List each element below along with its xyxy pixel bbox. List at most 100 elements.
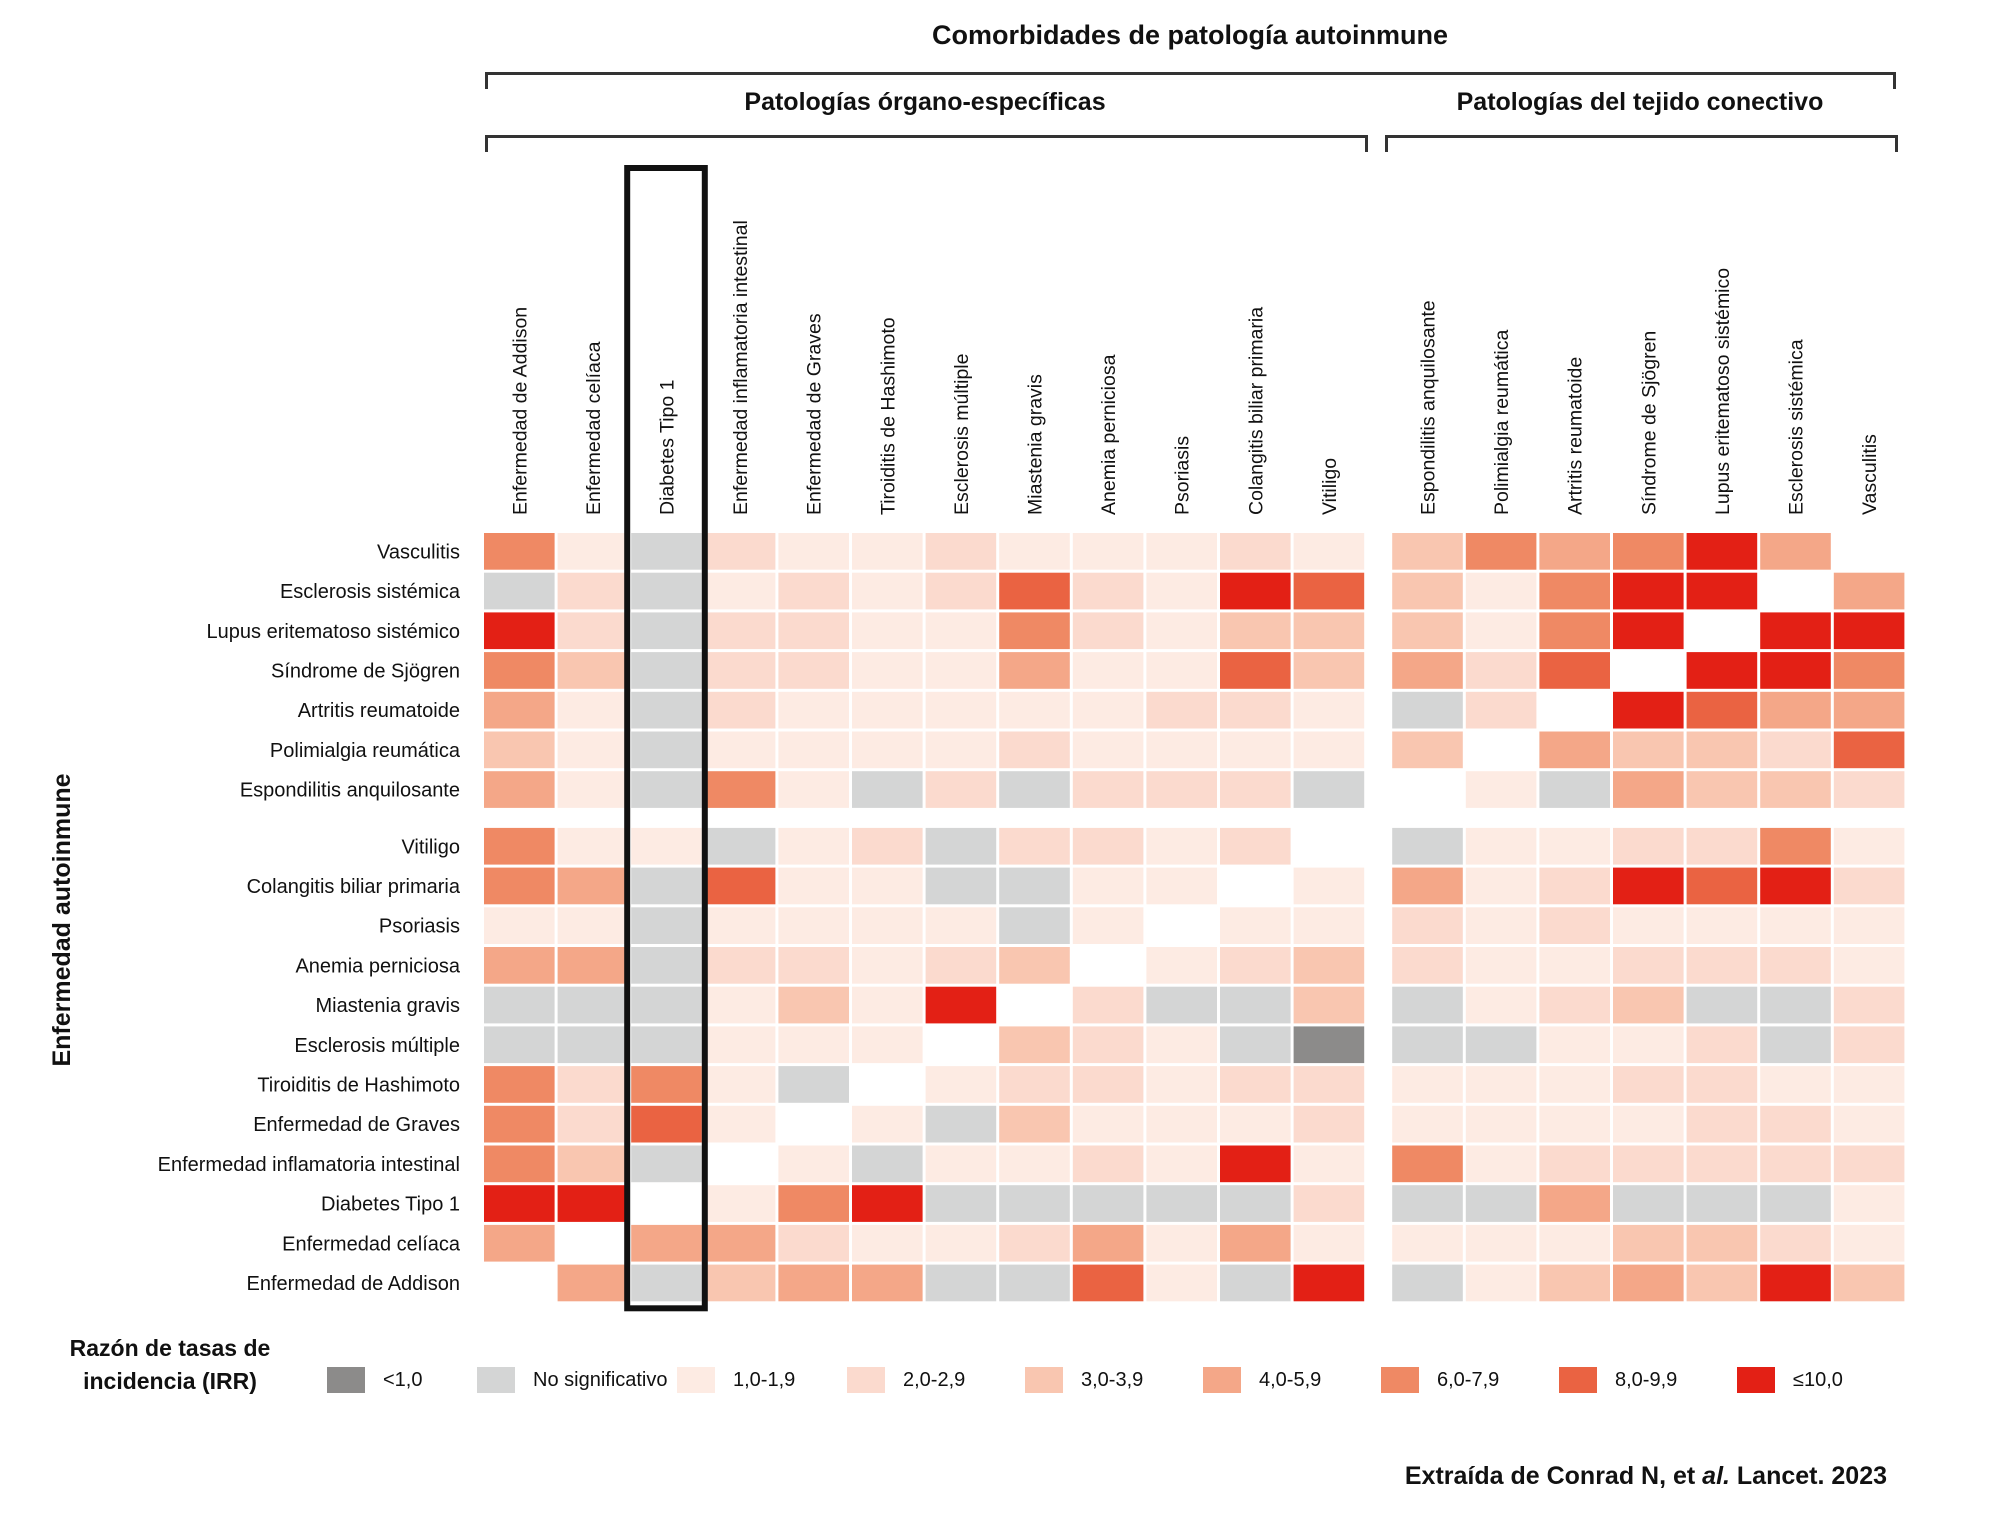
heatmap-cell bbox=[1220, 771, 1291, 808]
heatmap-cell bbox=[1293, 986, 1365, 1024]
heatmap-cell bbox=[631, 947, 702, 984]
legend-label: <1,0 bbox=[383, 1368, 423, 1391]
heatmap-cell bbox=[1293, 1264, 1365, 1302]
heatmap-cell bbox=[1220, 1224, 1291, 1262]
heatmap-cell bbox=[1220, 691, 1291, 729]
heatmap-cell bbox=[704, 1105, 776, 1143]
heatmap-cell bbox=[925, 867, 997, 905]
legend-label: ≤10,0 bbox=[1793, 1368, 1843, 1391]
heatmap-cell bbox=[1465, 947, 1537, 984]
heatmap-cell bbox=[484, 907, 555, 944]
heatmap-cell bbox=[778, 731, 849, 769]
heatmap-cell bbox=[1833, 771, 1905, 808]
heatmap-cell bbox=[1833, 827, 1905, 865]
heatmap-cell bbox=[1686, 827, 1758, 865]
heatmap-cell bbox=[1613, 731, 1684, 769]
heatmap-cell bbox=[484, 612, 555, 650]
heatmap-cell bbox=[704, 827, 776, 865]
heatmap-cell bbox=[557, 1185, 629, 1222]
heatmap-cell bbox=[1146, 691, 1217, 729]
heatmap-cell bbox=[999, 533, 1070, 570]
heatmap-cell bbox=[1833, 1224, 1905, 1262]
heatmap-cell bbox=[1833, 947, 1905, 984]
heatmap-cell bbox=[631, 572, 702, 610]
heatmap-cell bbox=[925, 612, 997, 650]
legend-swatch bbox=[677, 1367, 715, 1393]
legend-item: 2,0-2,9 bbox=[847, 1367, 1025, 1393]
heatmap-cell bbox=[1392, 986, 1463, 1024]
column-label: Colangitis biliar primaria bbox=[1245, 307, 1267, 515]
heatmap-cell bbox=[484, 986, 555, 1024]
heatmap-cell bbox=[1465, 1145, 1537, 1183]
heatmap-cell bbox=[1072, 652, 1144, 689]
column-label: Vasculitis bbox=[1859, 434, 1881, 515]
heatmap-cell bbox=[1220, 612, 1291, 650]
heatmap-cell bbox=[1686, 652, 1758, 689]
legend-label: 1,0-1,9 bbox=[733, 1368, 796, 1391]
heatmap-cell bbox=[852, 572, 923, 610]
heatmap-cell bbox=[925, 731, 997, 769]
heatmap-cell bbox=[1686, 1224, 1758, 1262]
heatmap-cell bbox=[1760, 907, 1831, 944]
heatmap-cell bbox=[1686, 867, 1758, 905]
heatmap-cell bbox=[1293, 1185, 1365, 1222]
heatmap-cell bbox=[704, 947, 776, 984]
heatmap-cell bbox=[704, 1066, 776, 1103]
row-label: Diabetes Tipo 1 bbox=[321, 1194, 460, 1216]
heatmap-cell bbox=[557, 947, 629, 984]
heatmap-cell bbox=[1146, 827, 1217, 865]
heatmap-cell bbox=[778, 907, 849, 944]
heatmap-cell bbox=[1293, 731, 1365, 769]
legend-item: 8,0-9,9 bbox=[1559, 1367, 1737, 1393]
heatmap-cell bbox=[1465, 827, 1537, 865]
legend-swatch bbox=[1559, 1367, 1597, 1393]
heatmap-cell bbox=[1833, 867, 1905, 905]
heatmap-cell bbox=[484, 1066, 555, 1103]
heatmap-cell bbox=[631, 1264, 702, 1302]
heatmap-cell bbox=[557, 1145, 629, 1183]
heatmap-cell bbox=[557, 827, 629, 865]
column-label: Anemia perniciosa bbox=[1098, 354, 1120, 515]
legend-label: 8,0-9,9 bbox=[1615, 1368, 1678, 1391]
y-axis-label: Enfermedad autoinmune bbox=[48, 773, 76, 1067]
column-label: Psoriasis bbox=[1172, 436, 1194, 515]
heatmap-cell bbox=[1686, 771, 1758, 808]
heatmap-cell bbox=[1760, 1145, 1831, 1183]
heatmap-cell bbox=[999, 652, 1070, 689]
heatmap-cell bbox=[1146, 533, 1217, 570]
heatmap-cell bbox=[631, 827, 702, 865]
column-label: Esclerosis múltiple bbox=[951, 354, 973, 515]
heatmap-cell bbox=[1760, 1185, 1831, 1222]
column-label: Enfermedad de Addison bbox=[509, 307, 531, 515]
heatmap-cell bbox=[1293, 691, 1365, 729]
group-title-connective: Patologías del tejido conectivo bbox=[1456, 88, 1824, 116]
heatmap-cell bbox=[778, 1185, 849, 1222]
heatmap-cell bbox=[999, 612, 1070, 650]
heatmap-cell bbox=[852, 771, 923, 808]
heatmap-cell bbox=[631, 867, 702, 905]
row-label: Enfermedad de Addison bbox=[247, 1273, 461, 1295]
heatmap-cell bbox=[1465, 533, 1537, 570]
heatmap-cell bbox=[1686, 1264, 1758, 1302]
heatmap-cell bbox=[557, 691, 629, 729]
heatmap-cell bbox=[484, 1185, 555, 1222]
heatmap-cell bbox=[631, 771, 702, 808]
heatmap-cell bbox=[925, 986, 997, 1024]
source-italic: al. bbox=[1702, 1462, 1730, 1490]
heatmap-cell bbox=[631, 652, 702, 689]
heatmap-cell bbox=[1760, 1026, 1831, 1064]
heatmap-cell bbox=[704, 652, 776, 689]
column-label: Esclerosis sistémica bbox=[1786, 339, 1808, 515]
heatmap-cell bbox=[925, 572, 997, 610]
heatmap-cell bbox=[852, 652, 923, 689]
heatmap-cell bbox=[778, 1026, 849, 1064]
heatmap-cell bbox=[1146, 731, 1217, 769]
organ-bracket bbox=[485, 135, 1368, 152]
heatmap-cell bbox=[1465, 612, 1537, 650]
heatmap-cell bbox=[1220, 1026, 1291, 1064]
heatmap-cell bbox=[852, 1264, 923, 1302]
heatmap-cell bbox=[852, 1105, 923, 1143]
heatmap-cell bbox=[631, 612, 702, 650]
heatmap-cell bbox=[1539, 771, 1610, 808]
heatmap-cell bbox=[1392, 691, 1463, 729]
